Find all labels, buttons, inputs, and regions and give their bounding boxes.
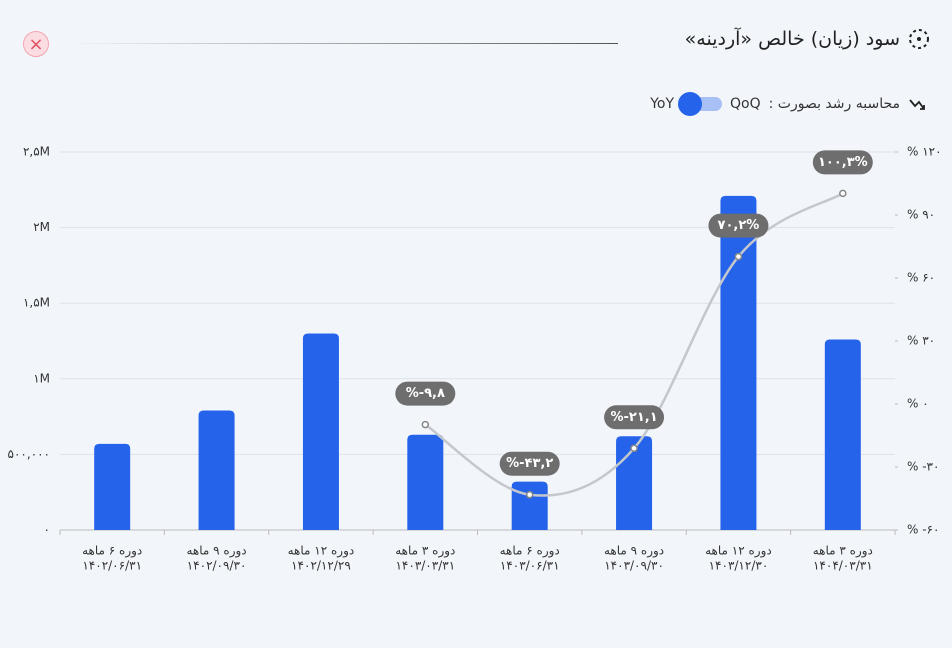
value-label-text: ۷۰,۲% [718, 218, 760, 233]
x-tick-label: ۱۴۰۳/۰۹/۳۰ [604, 559, 664, 573]
growth-point [734, 252, 743, 261]
x-tick-label: دوره ۳ ماهه [395, 544, 455, 559]
y2-tick-label: % -۳۰ [907, 460, 939, 474]
option-yoy[interactable]: YoY [650, 96, 674, 112]
label-bg [499, 451, 560, 476]
x-tick-label: دوره ۱۲ ماهه [705, 544, 772, 559]
x-tick-label: ۱۴۰۳/۰۶/۳۱ [500, 559, 560, 573]
y-tick-label: ۱,۵M [23, 296, 50, 310]
y2-tick-label: % ۹۰ [907, 208, 935, 222]
bar [511, 481, 548, 530]
x-tick-label: دوره ۹ ماهه [186, 544, 246, 559]
y-tick-label: ۵۰۰,۰۰۰ [8, 447, 51, 461]
x-tick-label: دوره ۶ ماهه [500, 544, 560, 559]
growth-line [424, 192, 844, 497]
growth-point [421, 420, 430, 429]
bar [302, 333, 339, 530]
label-bg [812, 150, 873, 175]
switch[interactable] [678, 92, 722, 116]
x-tick-label: ۱۴۰۲/۰۶/۳۱ [82, 559, 142, 573]
x-tick-label: ۱۴۰۲/۰۹/۳۰ [187, 559, 247, 573]
growth-label: محاسبه رشد بصورت : [768, 96, 900, 112]
y-tick-label: ۲,۵M [23, 145, 50, 159]
x-tick-label: ۱۴۰۳/۰۳/۳۱ [395, 559, 455, 573]
bar [616, 436, 653, 530]
value-label: ۱۰۰,۳% [812, 150, 873, 175]
close-button[interactable]: × [23, 31, 49, 57]
x-tick-label: دوره ۱۲ ماهه [288, 544, 355, 559]
y-tick-label: ۲M [33, 220, 50, 234]
title-icon [909, 29, 929, 49]
y-tick-label: ۱M [33, 371, 50, 385]
value-label: %-۹,۸ [395, 381, 456, 406]
label-bg [604, 405, 665, 430]
x-tick-label: ۱۴۰۳/۱۲/۳۰ [709, 559, 769, 573]
bar [407, 434, 444, 530]
bar [94, 443, 131, 530]
x-tick-label: دوره ۶ ماهه [82, 544, 142, 559]
bar [720, 195, 757, 530]
trend-icon [909, 99, 925, 110]
option-qoq[interactable]: QoQ [730, 96, 761, 112]
value-label-text: ۱۰۰,۳% [818, 155, 868, 170]
value-label-text: %-۴۳,۲ [506, 456, 553, 471]
x-tick-label: ۱۴۰۴/۰۳/۳۱ [813, 559, 873, 573]
growth-toggle: محاسبه رشد بصورت : QoQ YoY [650, 92, 926, 116]
y2-tick-label: % ۶۰ [907, 271, 935, 285]
value-label: ۷۰,۲% [708, 213, 769, 238]
title: سود (زیان) خالص «آردینه» [684, 28, 900, 50]
x-tick-label: دوره ۳ ماهه [813, 544, 873, 559]
y2-tick-label: % -۶۰ [907, 523, 939, 537]
x-tick-label: ۱۴۰۲/۱۲/۲۹ [291, 559, 351, 573]
value-label: %-۴۳,۲ [499, 451, 560, 476]
bar [198, 410, 235, 530]
y2-tick-label: % ۱۲۰ [907, 145, 942, 159]
divider [68, 43, 618, 44]
bar [824, 339, 861, 530]
label-bg [708, 213, 769, 238]
growth-point [630, 444, 638, 453]
x-tick-label: دوره ۹ ماهه [604, 544, 664, 559]
value-label-text: %-۹,۸ [406, 386, 445, 401]
label-bg [395, 381, 456, 406]
growth-point [839, 189, 847, 198]
y2-tick-label: % ۳۰ [907, 334, 935, 348]
value-label: %-۲۱,۱ [604, 405, 665, 430]
value-label-text: %-۲۱,۱ [610, 410, 657, 425]
y-tick-label: ۰ [44, 523, 50, 537]
growth-point [525, 490, 534, 499]
y2-tick-label: % ۰ [907, 397, 929, 411]
header: سود (زیان) خالص «آردینه» [685, 28, 930, 50]
